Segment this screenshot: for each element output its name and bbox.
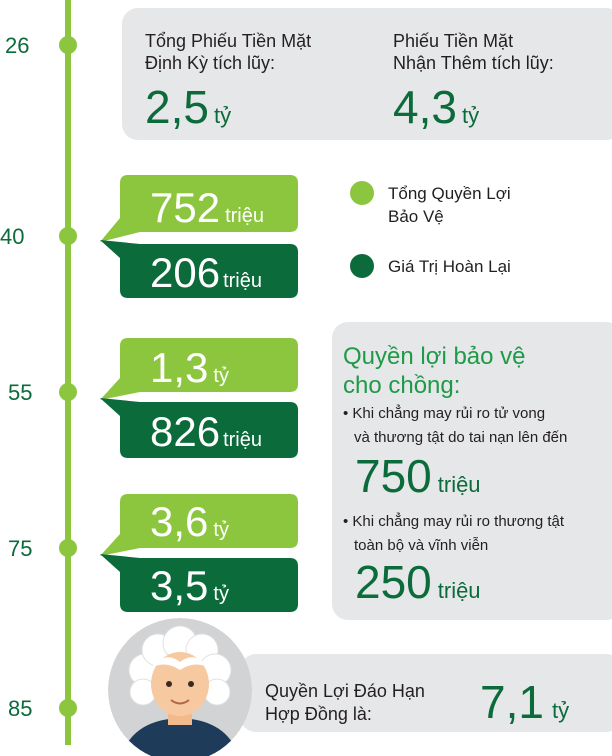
unit: triệu: [225, 205, 264, 227]
amount: 3,5: [150, 562, 208, 609]
legend: Tổng Quyền Lợi Bảo Vệ Giá Trị Hoàn Lại: [350, 181, 511, 278]
legend-label: Tổng Quyền Lợi: [388, 184, 511, 203]
unit: tỷ: [462, 103, 479, 128]
spouse-title: cho chồng:: [343, 372, 460, 399]
legend-swatch: [350, 254, 374, 278]
spouse-title: Quyền lợi bảo vệ: [343, 343, 526, 370]
unit: triệu: [223, 270, 262, 292]
ages: 26 40 55 75 85: [0, 33, 32, 721]
unit: triệu: [223, 429, 262, 451]
unit: tỷ: [214, 103, 231, 128]
amount: 1,3: [150, 344, 208, 391]
label: Nhận Thêm tích lũy:: [393, 53, 554, 73]
amount: 250: [355, 556, 432, 608]
page: { "ages": [26, 40, 55, 75, 85], "summary…: [0, 0, 612, 756]
amount: 752: [150, 184, 220, 231]
age: 55: [8, 380, 32, 405]
node: [59, 227, 77, 245]
unit: tỷ: [213, 365, 229, 387]
label: Phiếu Tiền Mặt: [393, 31, 513, 51]
node: [59, 699, 77, 717]
spouse-text: và thương tật do tai nạn lên đến: [354, 429, 567, 446]
unit: triệu: [438, 472, 481, 497]
unit: triệu: [438, 578, 481, 603]
age: 85: [8, 696, 32, 721]
amount: 2,5: [145, 81, 209, 133]
avatar: [108, 618, 252, 756]
infographic: 26 40 55 75 85 Tổng Phiếu Tiền Mặt Định …: [0, 0, 612, 756]
legend-swatch: [350, 181, 374, 205]
node: [59, 383, 77, 401]
spouse-text: toàn bộ và vĩnh viễn: [354, 537, 488, 554]
unit: tỷ: [552, 698, 569, 723]
unit: tỷ: [213, 583, 229, 605]
legend-label: Bảo Vệ: [388, 207, 444, 226]
amount: 750: [355, 450, 432, 502]
label: Tổng Phiếu Tiền Mặt: [145, 31, 311, 51]
node: [59, 539, 77, 557]
amount: 4,3: [393, 81, 457, 133]
age: 75: [8, 536, 32, 561]
label: Định Kỳ tích lũy:: [145, 53, 275, 73]
legend-label: Giá Trị Hoàn Lại: [388, 257, 511, 276]
node: [59, 36, 77, 54]
age: 26: [5, 33, 29, 58]
amount: 7,1: [480, 676, 544, 728]
maturity-label: Hợp Đồng là:: [265, 704, 372, 724]
amount: 206: [150, 249, 220, 296]
unit: tỷ: [213, 519, 229, 541]
age: 40: [0, 224, 24, 249]
maturity-label: Quyền Lợi Đáo Hạn: [265, 681, 425, 701]
amount: 826: [150, 408, 220, 455]
amount: 3,6: [150, 498, 208, 545]
spouse-text: • Khi chẳng may rủi ro thương tật: [343, 512, 565, 530]
spouse-text: • Khi chẳng may rủi ro tử vong: [343, 404, 545, 422]
